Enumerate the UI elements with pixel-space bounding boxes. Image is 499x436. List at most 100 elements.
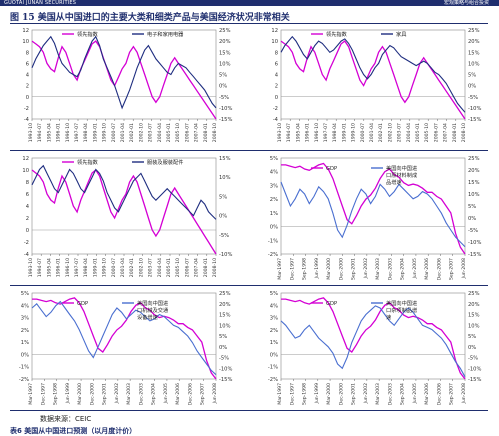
y-left-tick-label: 12 [271,28,278,34]
plot-frame [280,29,466,120]
y-left-tick-label: 1% [270,211,278,217]
x-tick-label: 1994-07 [286,123,292,142]
y-left-tick-label: 0 [26,95,29,101]
y-right-tick-label: -15% [219,117,232,123]
x-tick-label: 1996-10 [65,258,71,277]
y-left-tick-label: 3% [270,183,278,189]
y-left-tick-label: 4 [26,73,30,79]
chart-panel-6: 5% 4% 3% 2% 1% 0% -1% -2% 25% 20% 15% 10% 5% 0% -5% -10… [251,287,497,409]
x-tick-label: 2008-10 [212,258,218,277]
y-left-tick-label: 10 [22,39,29,45]
x-tick-label: 2001-04 [369,123,375,142]
next-table-title: 表6 美国从中国进口预测（以月度计价） [10,427,137,435]
x-tick-label: 1996-01 [56,258,62,277]
x-tick-label: Sep-2001 [351,258,357,280]
x-tick-label: 1996-10 [314,123,320,142]
x-tick-label: Dec-2003 [387,258,393,280]
x-tick-label: 1999-10 [102,123,108,142]
x-tick-label: 2003-07 [397,123,403,142]
row-divider-1 [10,150,488,151]
x-tick-label: 1999-10 [102,258,108,277]
x-tick-label: Mar-2000 [326,258,332,280]
legend-label: 口杂项制品增 [386,306,417,314]
x-tick-label: Mar-2003 [126,383,132,405]
legend-label: GDP [77,301,88,307]
x-tick-label: Jun-2002 [363,258,369,280]
x-tick-label: 1997-07 [74,123,80,142]
y-right-tick-label: 20% [219,39,231,45]
x-tick-label: Jun-2005 [163,383,169,405]
chart-svg-1: 12 10 8 6 4 2 0 -2 -4 25% 20% 15% 10% 5% 0% -5% -10% -15%… [22,28,232,142]
y-right-tick-label: -15% [468,377,481,383]
x-tick-label: Mar-1997 [28,383,34,405]
y-right-tick-label: 15% [468,313,480,319]
data-source: 数据来源：CEIC [40,415,92,423]
y-left-tick-label: 0% [21,352,29,358]
x-tick-label: 2005-01 [415,123,421,142]
y-left-tick-label: 3% [21,316,29,322]
y-right-tick-label: 10% [468,61,480,67]
y-left-tick-label: 6 [26,61,29,67]
y-right-tick-label: 5% [468,334,476,340]
y-right-tick-label: 5% [468,204,476,210]
plot-frame [280,157,466,255]
y-right-tick-label: 0% [468,84,476,90]
legend-label: 电子和家用电器 [147,30,184,38]
x-tick-label: 1996-01 [305,123,311,142]
x-tick-label: Jun-2002 [114,383,120,405]
y-left-tick-label: 3% [270,316,278,322]
x-tick-label: 1994-07 [37,258,43,277]
x-tick-label: Dec-1997 [289,383,295,405]
series-line-2 [280,35,466,113]
x-tick-label: Jun-2002 [363,383,369,405]
x-tick-label: Dec-2003 [138,383,144,405]
x-tick-label: 1998-04 [83,123,89,142]
legend-label: 领先指数 [326,30,348,38]
y-right-tick-label: 10% [219,61,231,67]
y-left-tick-label: 4 [275,73,279,79]
y-right-tick-label: 15% [468,50,480,56]
x-tick-label: Dec-1997 [289,258,295,280]
y-left-tick-label: 2 [26,84,29,90]
y-right-tick-label: 25% [468,156,480,162]
legend-label: 服装及服装配件 [147,158,183,166]
series-line-2 [280,305,466,378]
legend-label: 领先指数 [77,158,99,166]
x-tick-label: 2005-01 [166,258,172,277]
y-right-tick-label: 5% [219,194,227,200]
y-left-tick-label: 4% [270,170,278,176]
chart-svg-5: 5% 4% 3% 2% 1% 0% -1% -2% 25% 20% 15% 10% 5% 0% -5% -10… [19,291,233,405]
chart-svg-6: 5% 4% 3% 2% 1% 0% -1% -2% 25% 20% 15% 10% 5% 0% -5% -10… [268,291,482,405]
x-tick-label: Jun-2008 [212,383,218,405]
y-left-tick-label: -1% [19,365,29,371]
y-right-tick-label: 0% [219,214,227,220]
x-tick-label: 2006-07 [184,258,190,277]
x-tick-label: 2007-04 [194,123,200,142]
x-tick-label: 2001-04 [120,123,126,142]
y-left-tick-label: 12 [22,156,29,162]
y-left-tick-label: 4% [21,303,29,309]
series-line-1 [280,40,466,120]
legend-label: 速 [386,314,391,321]
legend-label: 美国向中国进 [137,299,168,307]
y-right-tick-label: 25% [219,28,231,34]
x-tick-label: Dec-1997 [40,383,46,405]
footer-divider [10,410,488,411]
y-left-tick-label: 2% [21,328,29,334]
y-right-tick-label: 15% [468,180,480,186]
chart-svg-2: 12 10 8 6 4 2 0 -2 -4 25% 20% 15% 10% 5% 0% -5% -10% -15%… [271,28,481,142]
x-tick-label: 2003-07 [148,123,154,142]
x-tick-label: Jun-1999 [65,383,71,405]
y-right-tick-label: 0% [468,345,476,351]
y-right-tick-label: -10% [219,366,232,372]
y-right-tick-label: -10% [468,106,481,112]
chart-panel-5: 5% 4% 3% 2% 1% 0% -1% -2% 25% 20% 15% 10% 5% 0% -5% -10… [2,287,248,409]
y-right-tick-label: -10% [468,240,481,246]
x-tick-label: Jun-2008 [461,383,467,405]
y-left-tick-label: -2 [24,240,29,246]
x-tick-label: 2002-10 [138,258,144,277]
legend-label: 领先指数 [77,30,99,38]
y-right-tick-label: 10% [219,323,231,329]
plot-frame [31,157,217,255]
chart-panel-2: 12 10 8 6 4 2 0 -2 -4 25% 20% 15% 10% 5% 0% -5% -10% -15%… [251,24,497,149]
